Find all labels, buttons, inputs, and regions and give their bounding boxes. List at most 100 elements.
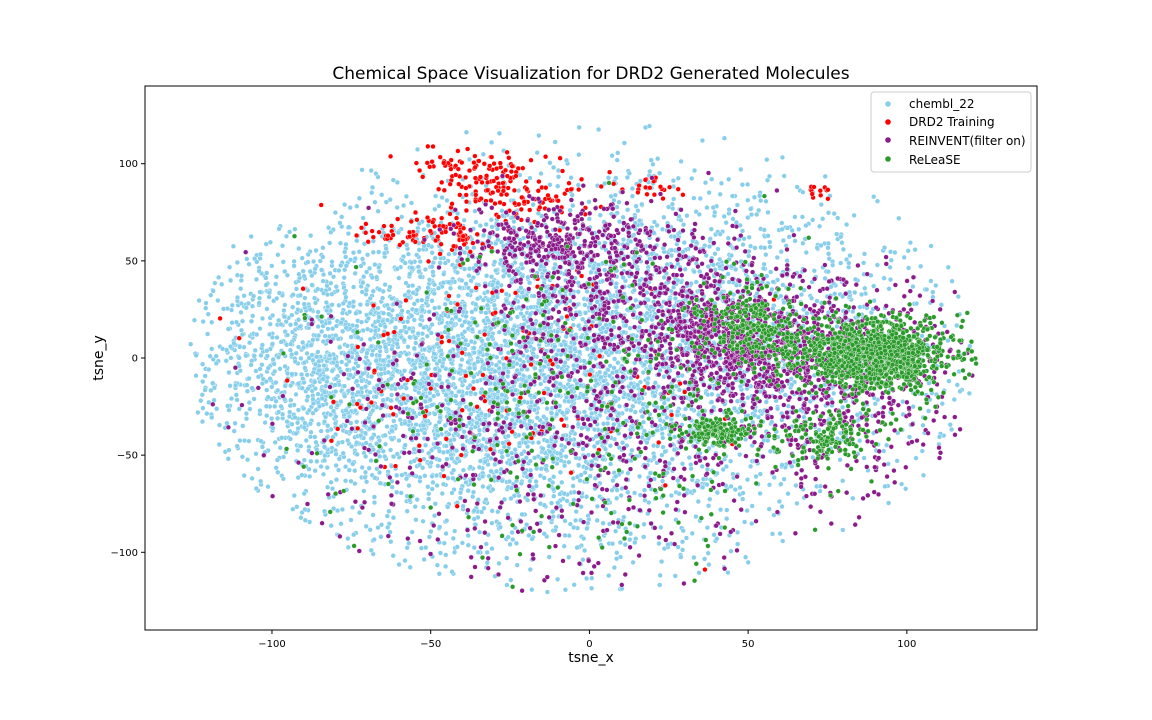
data-point (838, 260, 844, 266)
data-point (461, 429, 467, 435)
data-point (509, 529, 515, 536)
data-point (480, 297, 487, 303)
data-point (463, 129, 470, 135)
data-point (572, 517, 579, 524)
data-point (621, 140, 628, 146)
data-point (734, 529, 741, 536)
data-point (680, 222, 687, 228)
data-point (256, 295, 263, 301)
data-point (241, 473, 247, 479)
data-point (420, 422, 426, 429)
data-point (780, 282, 786, 288)
data-point (372, 475, 378, 481)
data-point (427, 346, 433, 352)
data-point (445, 449, 451, 455)
data-point (275, 252, 281, 258)
data-point (647, 470, 654, 476)
data-point (659, 452, 665, 458)
data-point (583, 494, 590, 500)
data-point (337, 220, 343, 226)
data-point (321, 508, 328, 514)
data-point (483, 497, 489, 503)
data-point (354, 440, 360, 446)
data-point (364, 479, 370, 485)
data-point (831, 211, 837, 217)
data-point (436, 376, 443, 383)
data-point (480, 483, 486, 490)
data-point (609, 541, 616, 547)
data-point (444, 456, 450, 462)
data-point (436, 304, 442, 311)
data-point (793, 482, 799, 489)
data-point (422, 473, 428, 479)
data-point (508, 495, 514, 502)
data-point (386, 508, 392, 514)
data-point (378, 522, 385, 528)
data-point (343, 263, 349, 269)
data-point (471, 544, 477, 551)
data-point (492, 368, 498, 374)
data-point (477, 458, 484, 464)
data-point (336, 456, 342, 462)
data-point (482, 459, 488, 465)
data-point (426, 534, 433, 540)
data-point (303, 437, 309, 444)
data-point (411, 410, 417, 416)
data-point (347, 372, 354, 378)
data-point (443, 552, 449, 558)
data-point (274, 457, 281, 463)
data-point (411, 345, 417, 351)
data-point (365, 326, 371, 332)
data-point (529, 587, 535, 593)
data-point (839, 240, 845, 246)
data-point (463, 337, 469, 343)
data-point (382, 441, 389, 447)
data-point (431, 513, 438, 519)
data-point (543, 466, 549, 472)
data-point (459, 277, 465, 284)
data-point (442, 260, 449, 266)
data-point (575, 280, 581, 286)
data-point (437, 260, 443, 266)
data-point (488, 326, 494, 332)
data-point (691, 195, 697, 201)
data-point (489, 520, 495, 526)
data-point (540, 446, 546, 452)
data-point (570, 475, 577, 482)
data-point (550, 164, 557, 171)
data-point (487, 394, 493, 400)
data-point (302, 365, 308, 371)
data-point (799, 214, 806, 220)
data-point (571, 489, 577, 495)
data-point (382, 324, 388, 330)
data-point (524, 497, 531, 503)
data-point (371, 500, 378, 506)
data-point (477, 223, 483, 229)
data-point (359, 256, 366, 262)
data-point (368, 168, 374, 174)
data-point (208, 387, 214, 394)
data-point (737, 485, 743, 491)
data-point (489, 224, 495, 230)
data-point (532, 455, 538, 461)
data-point (355, 334, 361, 341)
data-point (476, 427, 483, 433)
data-point (493, 341, 499, 348)
data-point (324, 375, 331, 381)
data-point (345, 231, 352, 237)
data-point (468, 278, 474, 284)
data-point (422, 370, 428, 376)
data-point (380, 397, 386, 403)
data-point (457, 285, 463, 291)
data-point (581, 409, 588, 415)
data-point (347, 257, 354, 263)
data-point (607, 461, 614, 467)
data-point (629, 447, 635, 453)
data-point (563, 415, 569, 422)
data-point (388, 539, 394, 545)
data-point (771, 474, 777, 481)
data-point (449, 490, 455, 496)
data-point (259, 315, 266, 322)
data-point (454, 544, 460, 550)
data-point (263, 275, 269, 281)
